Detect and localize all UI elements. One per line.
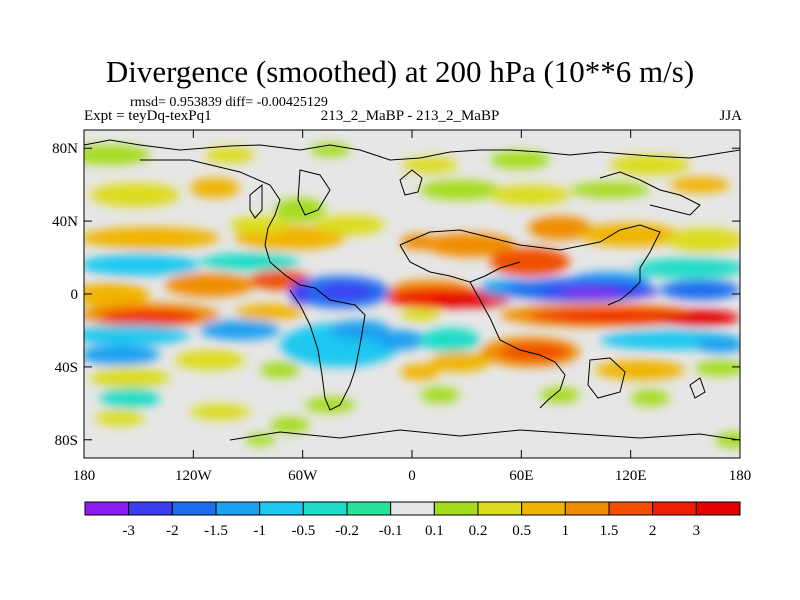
colorbar-label: -2 [166,523,179,539]
colorbar-label: 1 [562,523,570,539]
x-tick-label: 60E [509,468,533,484]
x-axis: 180 120W 60W 0 60E 120E 180 [73,130,752,484]
colorbar-label: -3 [122,523,135,539]
y-tick-label: 40N [52,214,78,230]
chart-title: Divergence (smoothed) at 200 hPa (10**6 … [105,54,695,89]
contour-field [84,130,740,458]
colorbar-swatch [477,501,523,516]
colorbar-swatch [171,501,217,516]
colorbar-swatch [215,501,261,516]
y-tick-label: 0 [71,287,79,303]
x-tick-label: 60W [288,468,318,484]
colorbar-swatch [302,501,348,516]
colorbar-label: -1.5 [204,523,228,539]
stats-line: rmsd= 0.953839 diff= -0.00425129 [130,95,328,110]
colorbar-label: 1.5 [600,523,619,539]
y-axis: 80N 40N 0 40S 80S [52,141,740,449]
colorbar-label: -0.1 [379,523,403,539]
colorbar-label: 0.1 [425,523,444,539]
x-tick-label: 120E [615,468,647,484]
colorbar-label: 0.2 [469,523,488,539]
colorbar-swatch [652,501,697,516]
colorbar-swatch [84,501,130,516]
colorbar-swatch [390,501,435,516]
colorbar-label: -1 [253,523,266,539]
colorbar-label: 3 [693,523,701,539]
colorbar-label: 2 [649,523,657,539]
y-tick-label: 80S [55,433,78,449]
colorbar-swatch [128,501,173,516]
x-tick-label: 120W [175,468,213,484]
y-tick-label: 40S [55,360,78,376]
x-tick-label: 180 [729,468,752,484]
continent-outlines [84,139,740,441]
x-tick-label: 180 [73,468,96,484]
colorbar-swatch [521,501,566,516]
colorbar-label: -0.5 [291,523,315,539]
field-blobs [84,143,740,448]
colorbar-swatch [695,501,741,516]
colorbar-swatch [564,501,610,516]
experiment-label: Expt = teyDq-texPq1 [84,108,212,124]
center-label: 213_2_MaBP - 213_2_MaBP [320,108,500,124]
colorbar-swatch [433,501,479,516]
x-tick-label: 0 [408,468,416,484]
colorbar: -3 -2 -1.5 -1 -0.5 -0.2 -0.1 0.1 0.2 0.5 1 1.5 2 3 [84,501,741,539]
colorbar-label: -0.2 [335,523,359,539]
colorbar-swatch [346,501,392,516]
y-tick-label: 80N [52,141,78,157]
colorbar-swatch [608,501,654,516]
colorbar-swatch [259,501,304,516]
season-label: JJA [719,108,742,124]
colorbar-label: 0.5 [512,523,531,539]
